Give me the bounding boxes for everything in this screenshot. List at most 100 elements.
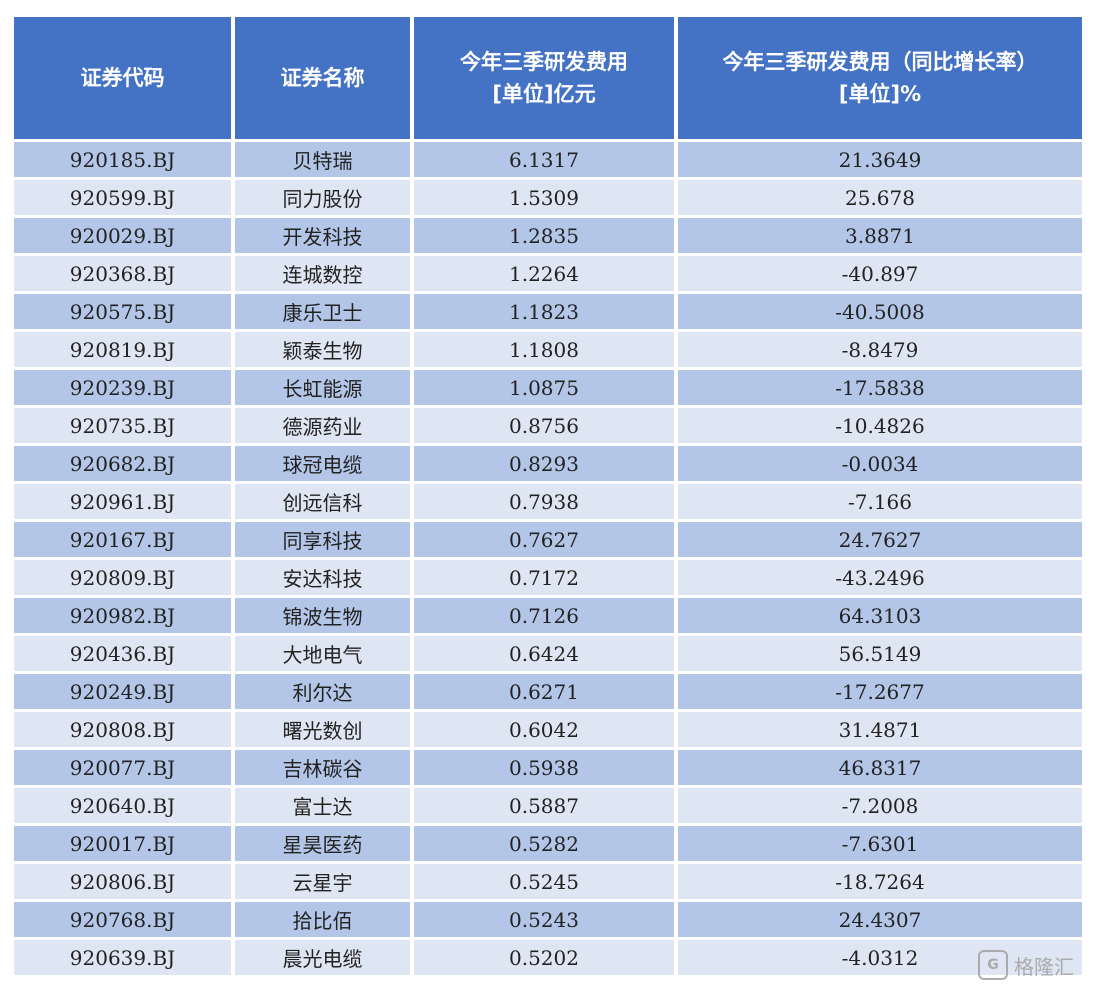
cell-security-code: 920806.BJ <box>14 864 235 899</box>
table-row: 920735.BJ 德源药业 0.8756 -10.4826 <box>14 408 1082 443</box>
cell-rd-growth: -40.897 <box>678 256 1082 291</box>
table-row: 920640.BJ 富士达 0.5887 -7.2008 <box>14 788 1082 823</box>
table-header: 证券代码 证券名称 今年三季研发费用 [单位]亿元 今年三季研发费用（同比增长率）… <box>14 17 1082 139</box>
cell-rd-growth: 21.3649 <box>678 142 1082 177</box>
cell-rd-expense: 1.1823 <box>414 294 678 329</box>
header-rd-expense: 今年三季研发费用 [单位]亿元 <box>414 17 678 139</box>
cell-security-code: 920682.BJ <box>14 446 235 481</box>
cell-rd-expense: 1.1808 <box>414 332 678 367</box>
cell-security-code: 920077.BJ <box>14 750 235 785</box>
cell-security-name: 球冠电缆 <box>235 446 414 481</box>
cell-security-name: 同享科技 <box>235 522 414 557</box>
table-row: 920961.BJ 创远信科 0.7938 -7.166 <box>14 484 1082 519</box>
cell-rd-expense: 0.7172 <box>414 560 678 595</box>
cell-rd-expense: 0.5243 <box>414 902 678 937</box>
table-row: 920682.BJ 球冠电缆 0.8293 -0.0034 <box>14 446 1082 481</box>
cell-security-name: 利尔达 <box>235 674 414 709</box>
cell-security-name: 开发科技 <box>235 218 414 253</box>
header-security-code: 证券代码 <box>14 17 235 139</box>
cell-security-code: 920017.BJ <box>14 826 235 861</box>
cell-security-name: 曙光数创 <box>235 712 414 747</box>
cell-security-name: 创远信科 <box>235 484 414 519</box>
cell-rd-growth: 25.678 <box>678 180 1082 215</box>
header-rd-growth: 今年三季研发费用（同比增长率） [单位]% <box>678 17 1082 139</box>
cell-rd-expense: 0.6042 <box>414 712 678 747</box>
cell-rd-growth: 64.3103 <box>678 598 1082 633</box>
cell-security-code: 920368.BJ <box>14 256 235 291</box>
cell-security-name: 长虹能源 <box>235 370 414 405</box>
cell-security-code: 920982.BJ <box>14 598 235 633</box>
cell-rd-expense: 0.7938 <box>414 484 678 519</box>
cell-security-code: 920640.BJ <box>14 788 235 823</box>
cell-rd-expense: 0.5887 <box>414 788 678 823</box>
table-row: 920768.BJ 拾比佰 0.5243 24.4307 <box>14 902 1082 937</box>
rd-expense-table: 证券代码 证券名称 今年三季研发费用 [单位]亿元 今年三季研发费用（同比增长率）… <box>14 14 1082 978</box>
table-row: 920575.BJ 康乐卫士 1.1823 -40.5008 <box>14 294 1082 329</box>
cell-security-code: 920735.BJ <box>14 408 235 443</box>
cell-security-code: 920961.BJ <box>14 484 235 519</box>
cell-security-code: 920167.BJ <box>14 522 235 557</box>
table-row: 920806.BJ 云星宇 0.5245 -18.7264 <box>14 864 1082 899</box>
cell-rd-expense: 0.5282 <box>414 826 678 861</box>
cell-security-code: 920768.BJ <box>14 902 235 937</box>
cell-rd-growth: -40.5008 <box>678 294 1082 329</box>
header-row: 证券代码 证券名称 今年三季研发费用 [单位]亿元 今年三季研发费用（同比增长率）… <box>14 17 1082 139</box>
table-row: 920077.BJ 吉林碳谷 0.5938 46.8317 <box>14 750 1082 785</box>
cell-rd-expense: 1.2264 <box>414 256 678 291</box>
cell-security-name: 康乐卫士 <box>235 294 414 329</box>
cell-rd-growth: -43.2496 <box>678 560 1082 595</box>
cell-security-code: 920249.BJ <box>14 674 235 709</box>
cell-security-name: 吉林碳谷 <box>235 750 414 785</box>
cell-rd-expense: 1.2835 <box>414 218 678 253</box>
cell-rd-expense: 0.5245 <box>414 864 678 899</box>
cell-rd-growth: -4.0312 <box>678 940 1082 975</box>
cell-security-code: 920819.BJ <box>14 332 235 367</box>
cell-rd-growth: 24.4307 <box>678 902 1082 937</box>
cell-rd-expense: 0.7126 <box>414 598 678 633</box>
table-row: 920808.BJ 曙光数创 0.6042 31.4871 <box>14 712 1082 747</box>
table-row: 920239.BJ 长虹能源 1.0875 -17.5838 <box>14 370 1082 405</box>
cell-rd-expense: 0.8756 <box>414 408 678 443</box>
cell-security-name: 拾比佰 <box>235 902 414 937</box>
cell-security-name: 连城数控 <box>235 256 414 291</box>
table-row: 920639.BJ 晨光电缆 0.5202 -4.0312 <box>14 940 1082 975</box>
cell-rd-expense: 6.1317 <box>414 142 678 177</box>
cell-rd-growth: 46.8317 <box>678 750 1082 785</box>
table-row: 920819.BJ 颖泰生物 1.1808 -8.8479 <box>14 332 1082 367</box>
cell-security-name: 星昊医药 <box>235 826 414 861</box>
header-security-name: 证券名称 <box>235 17 414 139</box>
cell-security-code: 920185.BJ <box>14 142 235 177</box>
cell-security-name: 晨光电缆 <box>235 940 414 975</box>
cell-rd-growth: -7.166 <box>678 484 1082 519</box>
cell-security-name: 锦波生物 <box>235 598 414 633</box>
cell-security-name: 安达科技 <box>235 560 414 595</box>
cell-rd-expense: 1.0875 <box>414 370 678 405</box>
table-row: 920368.BJ 连城数控 1.2264 -40.897 <box>14 256 1082 291</box>
cell-security-code: 920029.BJ <box>14 218 235 253</box>
cell-rd-growth: -17.5838 <box>678 370 1082 405</box>
cell-rd-expense: 0.6424 <box>414 636 678 671</box>
cell-rd-expense: 0.6271 <box>414 674 678 709</box>
cell-rd-expense: 0.5938 <box>414 750 678 785</box>
cell-security-code: 920809.BJ <box>14 560 235 595</box>
cell-security-name: 颖泰生物 <box>235 332 414 367</box>
cell-security-code: 920575.BJ <box>14 294 235 329</box>
cell-security-name: 同力股份 <box>235 180 414 215</box>
table-row: 920017.BJ 星昊医药 0.5282 -7.6301 <box>14 826 1082 861</box>
cell-security-name: 贝特瑞 <box>235 142 414 177</box>
gelonghui-logo-icon: G <box>978 950 1008 980</box>
table-body: 920185.BJ 贝特瑞 6.1317 21.3649 920599.BJ 同力股份 1.… <box>14 142 1082 975</box>
cell-security-name: 德源药业 <box>235 408 414 443</box>
cell-rd-growth: -18.7264 <box>678 864 1082 899</box>
cell-security-code: 920599.BJ <box>14 180 235 215</box>
table-row: 920167.BJ 同享科技 0.7627 24.7627 <box>14 522 1082 557</box>
table-row: 920599.BJ 同力股份 1.5309 25.678 <box>14 180 1082 215</box>
cell-rd-growth: -10.4826 <box>678 408 1082 443</box>
cell-security-name: 大地电气 <box>235 636 414 671</box>
table-row: 920185.BJ 贝特瑞 6.1317 21.3649 <box>14 142 1082 177</box>
table-row: 920029.BJ 开发科技 1.2835 3.8871 <box>14 218 1082 253</box>
watermark-text: 格隆汇 <box>1014 954 1074 979</box>
cell-rd-growth: 56.5149 <box>678 636 1082 671</box>
cell-security-name: 云星宇 <box>235 864 414 899</box>
cell-rd-growth: 24.7627 <box>678 522 1082 557</box>
